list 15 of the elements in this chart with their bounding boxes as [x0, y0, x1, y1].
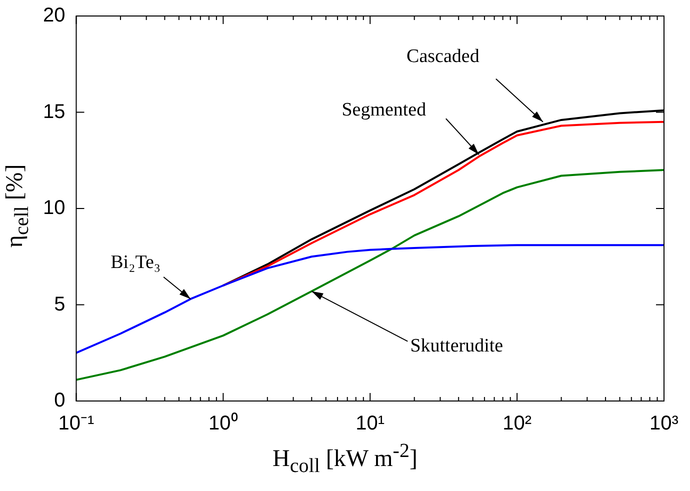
annotation: Cascaded	[406, 46, 480, 67]
y-tick-label: 5	[54, 293, 66, 316]
x-tick-label: 10²	[502, 412, 532, 435]
x-tick-label: 10¹	[356, 412, 385, 435]
x-tick-label: 10³	[650, 412, 679, 435]
y-tick-label: 15	[42, 100, 66, 123]
y-tick-label: 0	[54, 390, 66, 412]
x-tick-label: 10⁻¹	[58, 412, 95, 435]
y-tick-label: 20	[42, 4, 66, 27]
annotation: Bi₂Te₃	[110, 252, 161, 273]
annotation: Skutterudite	[410, 335, 504, 356]
x-axis-title: H$_{coll}$ [kW m$^{-2}$]	[272, 440, 418, 478]
y-tick-label: 10	[42, 197, 66, 220]
x-tick-label: 10⁰	[208, 412, 238, 435]
annotation: Segmented	[342, 100, 427, 121]
